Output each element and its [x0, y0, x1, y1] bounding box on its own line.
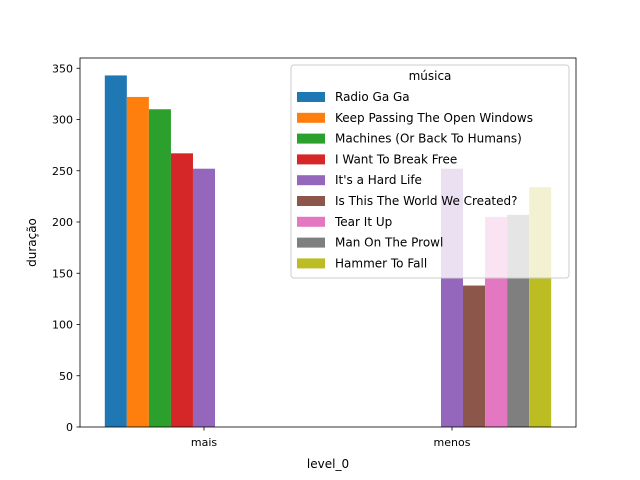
legend-swatch — [297, 112, 325, 123]
bar — [126, 96, 149, 427]
bar — [148, 109, 171, 427]
y-tick-label: 350 — [52, 62, 73, 75]
y-tick-label: 250 — [52, 165, 73, 178]
bar — [463, 285, 486, 427]
y-tick-label: 100 — [52, 319, 73, 332]
legend-box — [290, 64, 570, 279]
y-tick-label: 150 — [52, 267, 73, 280]
y-tick-label: 200 — [52, 216, 73, 229]
bar — [192, 168, 216, 427]
y-tick-label: 50 — [59, 370, 73, 383]
axes-frame — [79, 57, 577, 428]
y-tick-label: 300 — [52, 114, 73, 127]
x-tick-label: menos — [434, 436, 471, 449]
legend-swatch — [297, 258, 325, 269]
y-axis-label: duração — [25, 218, 39, 267]
legend-label: Man On The Prowl — [335, 236, 443, 250]
legend-label: Machines (Or Back To Humans) — [335, 132, 522, 146]
legend-swatch — [297, 175, 325, 186]
legend-label: Is This The World We Created? — [335, 194, 518, 208]
y-tick-label: 0 — [66, 421, 73, 434]
x-tick-label: mais — [191, 436, 218, 449]
legend-swatch — [297, 216, 325, 227]
legend: música Radio Ga Ga Keep Passing The Open W… — [290, 64, 570, 279]
legend-label: Radio Ga Ga — [335, 90, 410, 104]
x-axis-label: level_0 — [307, 457, 349, 471]
x-axis-ticks: mais menos — [191, 427, 471, 449]
legend-swatch — [297, 92, 325, 102]
legend-label: Keep Passing The Open Windows — [335, 111, 533, 125]
legend-label: Tear It Up — [334, 215, 392, 229]
legend-label: Hammer To Fall — [335, 256, 427, 270]
bar — [170, 153, 193, 427]
y-axis-ticks: 0 50 100 150 200 250 300 350 — [52, 62, 80, 434]
legend-swatch — [297, 133, 325, 144]
legend-label: It's a Hard Life — [335, 173, 422, 187]
legend-swatch — [297, 237, 325, 248]
legend-swatch — [297, 154, 325, 165]
legend-title: música — [409, 69, 452, 83]
legend-swatch — [297, 196, 325, 206]
legend-label: I Want To Break Free — [335, 152, 457, 166]
bar — [104, 75, 127, 428]
